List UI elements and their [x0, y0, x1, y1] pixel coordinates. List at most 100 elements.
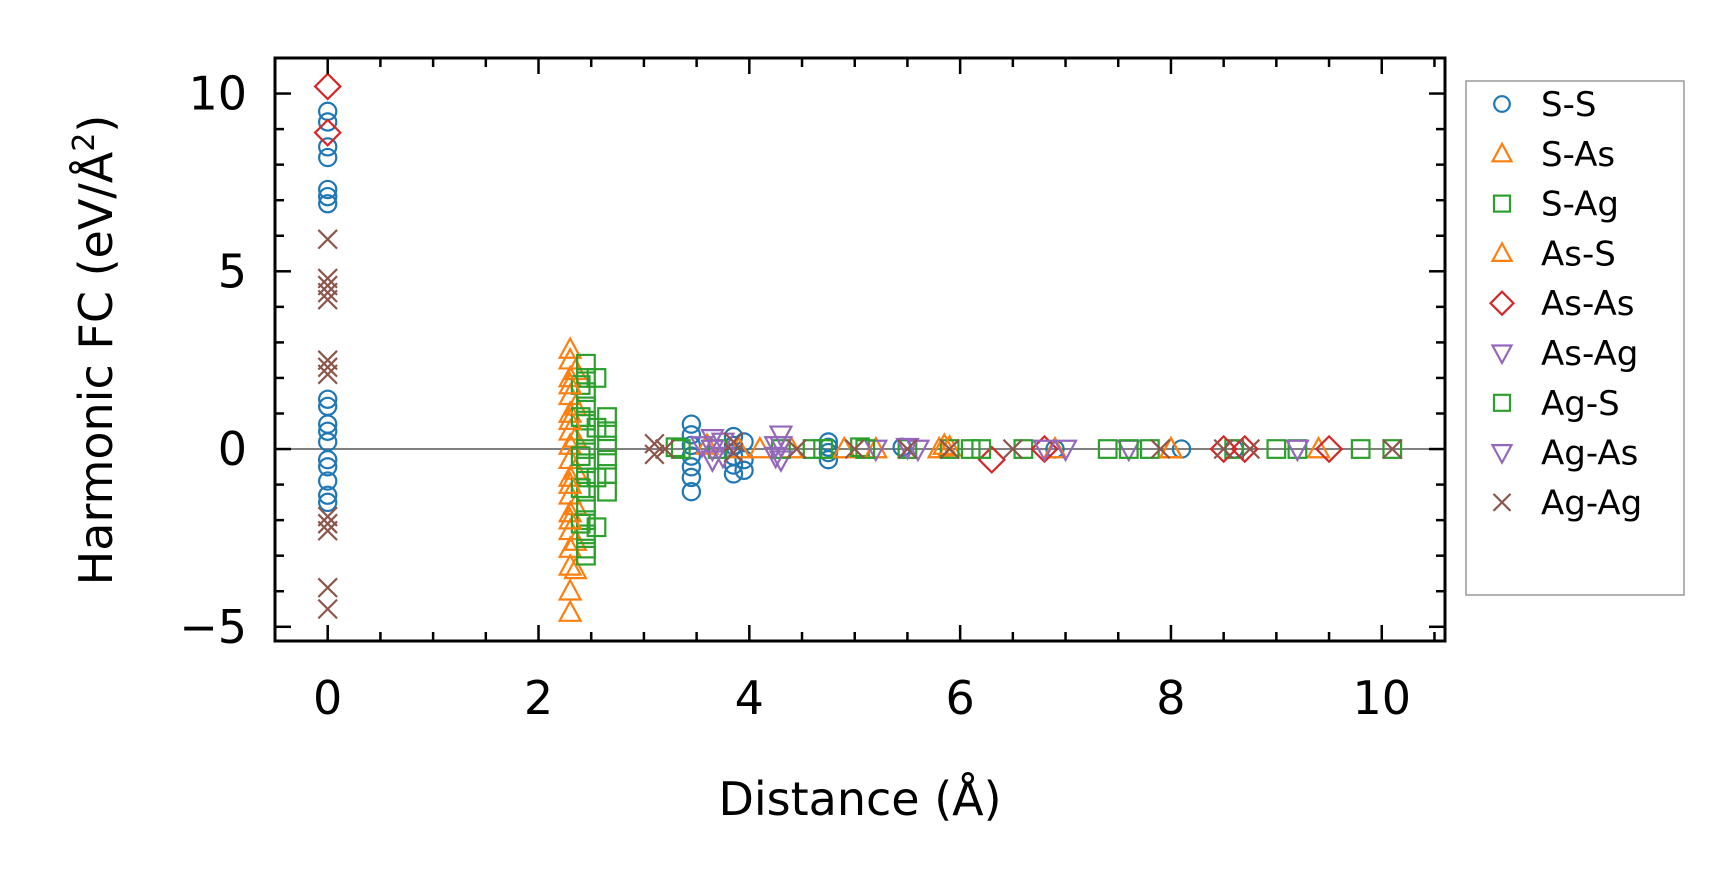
- series-as-s: [557, 371, 1184, 530]
- data-point: [1285, 439, 1310, 463]
- legend-marker: [1490, 444, 1514, 465]
- data-point: [694, 432, 720, 455]
- data-point: [576, 481, 596, 502]
- data-point: [563, 556, 588, 580]
- legend-label: Ag-S: [1541, 384, 1620, 424]
- data-point: [318, 492, 338, 513]
- data-point: [644, 444, 665, 465]
- data-point: [318, 137, 338, 157]
- y-axis-title: Harmonic FC (eV/Å2): [67, 115, 123, 586]
- data-point: [570, 446, 591, 467]
- plot-frame: [273, 56, 1447, 643]
- data-point: [317, 357, 338, 378]
- data-point: [557, 336, 583, 359]
- data-point: [557, 599, 583, 622]
- data-point: [1266, 439, 1287, 459]
- data-point: [318, 112, 338, 132]
- data-point: [1350, 439, 1371, 459]
- data-point: [318, 389, 338, 409]
- legend-label: As-S: [1541, 234, 1616, 274]
- data-point: [570, 478, 591, 499]
- data-point: [971, 439, 992, 459]
- x-tick-label: 6: [945, 671, 974, 725]
- data-point: [317, 229, 338, 250]
- series-ag-ag: [317, 229, 1403, 620]
- data-point: [863, 439, 889, 463]
- data-point: [318, 485, 338, 505]
- data-point: [1150, 438, 1171, 460]
- y-tick-label: 5: [218, 244, 247, 298]
- data-point: [570, 513, 591, 534]
- data-point: [831, 435, 857, 459]
- data-point: [734, 460, 754, 481]
- data-point: [818, 450, 839, 470]
- data-point: [1382, 438, 1403, 460]
- data-point: [317, 275, 338, 296]
- legend-marker: [1490, 344, 1514, 366]
- data-point: [723, 464, 744, 484]
- data-point: [576, 368, 596, 388]
- data-point: [570, 407, 591, 427]
- data-point: [576, 467, 596, 488]
- data-point: [818, 437, 839, 457]
- data-point: [681, 482, 702, 502]
- data-point: [576, 439, 596, 459]
- data-point: [317, 268, 338, 289]
- data-point: [597, 481, 617, 502]
- legend-marker: [1492, 194, 1512, 213]
- x-tick-label: 0: [313, 671, 342, 725]
- data-point: [557, 432, 583, 455]
- data-point: [689, 436, 715, 459]
- data-point: [576, 396, 596, 417]
- y-axis-title-close: ): [69, 115, 123, 133]
- data-point: [681, 467, 702, 488]
- legend-marker: [1492, 393, 1512, 412]
- data-point: [557, 371, 583, 395]
- data-points: [313, 72, 1403, 622]
- legend-marker: [1488, 290, 1516, 317]
- data-point: [768, 450, 794, 474]
- data-point: [318, 421, 338, 441]
- y-tick-label: 0: [218, 422, 247, 476]
- data-point: [670, 439, 691, 459]
- data-point: [586, 368, 607, 388]
- data-point: [597, 435, 617, 456]
- data-point: [1158, 435, 1184, 459]
- data-point: [681, 414, 702, 434]
- series-ag-s: [586, 368, 1287, 538]
- series-ag-as: [689, 432, 1078, 470]
- data-point: [1314, 434, 1344, 464]
- data-point: [597, 449, 617, 470]
- data-point: [597, 421, 617, 442]
- legend-box: [1465, 80, 1685, 596]
- data-point: [576, 453, 596, 474]
- data-point: [1042, 435, 1068, 459]
- data-point: [317, 513, 338, 534]
- data-point: [960, 439, 981, 459]
- data-point: [723, 426, 744, 447]
- data-point: [939, 439, 960, 459]
- data-point: [786, 438, 807, 460]
- data-point: [318, 147, 338, 168]
- plot-area: [275, 58, 1445, 641]
- data-point: [734, 450, 754, 470]
- data-point: [317, 350, 338, 371]
- legend-marker: [1490, 241, 1514, 262]
- data-point: [1097, 439, 1118, 459]
- data-point: [700, 450, 725, 474]
- data-point: [317, 577, 338, 598]
- x-tick-label: 4: [735, 671, 764, 725]
- data-point: [710, 432, 736, 456]
- x-tick-label: 2: [524, 671, 553, 725]
- data-point: [317, 364, 338, 385]
- data-point: [723, 431, 744, 453]
- data-point: [313, 118, 342, 147]
- data-point: [1002, 438, 1023, 460]
- data-point: [576, 545, 596, 566]
- data-point: [1209, 434, 1238, 464]
- data-point: [557, 407, 583, 430]
- data-point: [1213, 438, 1234, 460]
- data-point: [654, 438, 676, 460]
- data-point: [318, 471, 338, 491]
- legend-label: Ag-Ag: [1541, 483, 1642, 523]
